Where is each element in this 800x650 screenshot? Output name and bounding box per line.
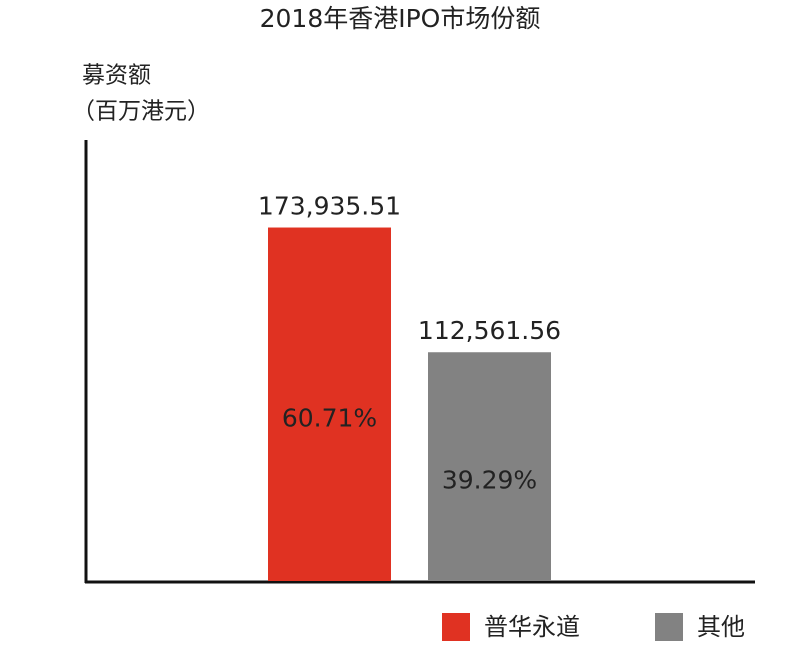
value-label: 173,935.51 xyxy=(258,192,401,221)
legend-label: 其他 xyxy=(697,613,745,641)
bar xyxy=(268,227,391,581)
value-label: 112,561.56 xyxy=(418,316,561,345)
y-axis-label: 募资额 xyxy=(82,63,151,89)
legend-swatch xyxy=(655,613,683,641)
y-axis-label: （百万港元） xyxy=(72,99,210,125)
chart-title: 2018年香港IPO市场份额 xyxy=(260,4,541,33)
bar xyxy=(428,352,551,581)
legend-swatch xyxy=(442,613,470,641)
legend-label: 普华永道 xyxy=(484,613,580,641)
share-label: 60.71% xyxy=(282,403,377,432)
share-label: 39.29% xyxy=(442,466,537,495)
